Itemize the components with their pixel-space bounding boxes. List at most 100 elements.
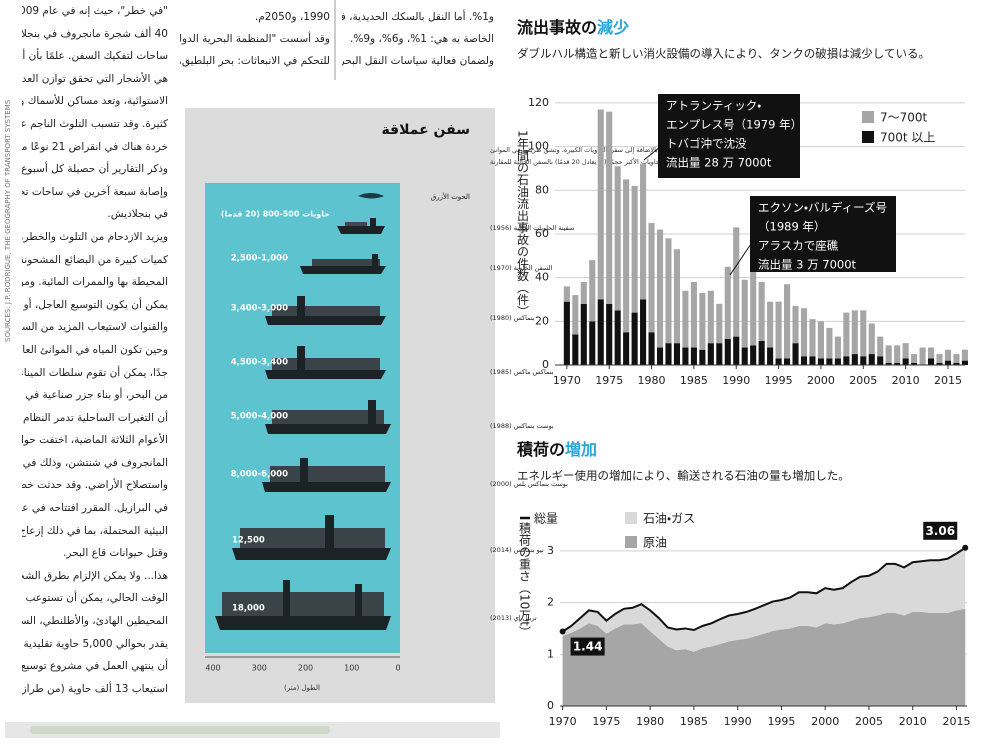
bar-segment [623,332,630,365]
bar-segment [800,308,808,357]
ship-capacity: حاويات 500-800 (20 قدما) [221,210,330,219]
bar-segment [673,249,681,344]
bar-segment [597,109,604,300]
text-line: ويزيد الازدحام من التلوث والخطر، حيث تنق… [22,230,168,243]
x-tick-label: 1970 [553,374,581,387]
ship-bridge [325,515,334,548]
bar-segment [750,268,757,346]
annotation-text: （1989 年） [758,220,825,234]
y-tick-label: 2 [547,596,554,609]
ship-cargo [312,259,380,266]
bar-segment [614,310,621,365]
annotation-text: 流出量 28 万 7000t [666,156,772,170]
text-line: هي الأشجار التي تحقق توازن العديد من الس… [22,72,168,85]
text-line: الوقت الحالي، يمكن أن تستوعب قناة بنما، … [22,592,168,605]
value-label-box [570,637,605,656]
bar-segment [800,356,808,365]
end-point [559,628,566,635]
ship-axis-ticks: 400 300 200 100 0 [205,664,400,673]
bar-segment [961,349,968,361]
ship-capacity: 8,000-6,000 [231,470,288,480]
ship-bridge [355,584,362,616]
value-label: 1.44 [573,640,603,654]
bar-segment [885,345,892,363]
x-tick-label: 1985 [680,374,708,387]
x-tick-label: 1970 [549,715,577,728]
chart-title-part: 積荷の [516,440,565,459]
bar-segment [826,327,833,359]
x-tick-label: 1995 [765,374,793,387]
bar-segment [792,343,799,365]
x-tick-label: 1985 [680,715,708,728]
ship-label: السفن الخلوية (1970) [490,264,553,272]
text-line: المانجروف في شنتشن، وذلك في أعقاب توسيع … [22,456,168,469]
ship-axis-tick: 100 [344,664,359,673]
bar-segment [784,358,791,365]
text-line: استيعاب 13 ألف حاوية (من طراز "نيو بنماك… [22,682,168,695]
text-line: وقد أسست "المنظمة البحرية الدولية" أربع … [180,33,330,45]
x-tick-label: 2015 [942,715,970,728]
bar-segment [580,282,587,304]
text-line: يقدر بحوالي 5,000 حاوية تقليدية فحسب، وم… [22,637,168,650]
bar-segment [792,306,799,344]
x-tick-label: 1980 [636,715,664,728]
annotation-text: アトランティック・ [666,99,761,113]
ship [337,226,385,234]
ship-capacity: 5,000-4,000 [231,412,288,422]
ships [215,218,391,630]
y-tick-label: 0 [542,358,549,371]
chart-subtitle: エネルギー使用の増加により、輸送される石油の量も増加した。 [517,469,850,483]
bar-segment [699,292,706,350]
x-tick-label: 2015 [934,374,962,387]
y-tick-label: 0 [547,699,554,712]
bar-segment [631,185,638,313]
article-column: "في خطر"، حيث إنه في عام 2009 فحسب تم قط… [22,0,168,710]
text-line: وإصابة سبعة آخرين في ساحات تحويل السفن إ… [22,185,168,198]
y-tick-label: 40 [535,271,549,284]
bar-segment [961,360,968,365]
bar-segment [716,303,723,344]
ship-label: بوست بنماكس بلس (2000) [490,480,568,488]
scrollbar-thumb[interactable] [30,726,330,734]
bar-segment [648,223,655,333]
whale-icon [358,193,384,199]
text-line: يمكن أن يكون التوسيع العاجل، أو بناء الم… [22,298,168,311]
text-line: كميات كبيرة من البضائع المشحونة على المو… [22,253,168,266]
ship-cargo [240,528,385,548]
bar-segment [817,321,824,359]
bar-segment [724,266,731,339]
chart-subtitle: ダブルハル構造と新しい消火設備の導入により、タンクの破損は減少している。 [517,47,930,61]
bar-segment [589,260,596,322]
text-line: للتحكم في الانبعاثات: بحر البلطيق، وبحر … [180,55,330,67]
ship-axis-tick: 400 [205,664,220,673]
x-tick-label: 1975 [592,715,620,728]
ship-capacity: 18,000 [232,604,265,614]
bar-segment [809,319,816,357]
text-line: خردة هناك في انقراض 21 نوعًا من الأسماك … [22,140,168,153]
ship-cargo [345,222,367,226]
bar-segment [631,312,638,365]
ship-cargo [270,466,385,482]
text-line: واستصلاح الأراضي. وقد حدثت خطة ميناء بير… [22,479,168,492]
y-tick-label: 120 [528,96,549,109]
bar-segment [733,227,740,337]
ship-cargo [272,306,380,316]
article-top-column: 1990، و2050م. وقد أسست "المنظمة البحرية ا… [180,6,330,72]
text-line: في البرازيل. المقرر افتتاحه في عام 2019.… [22,502,168,515]
bar-segment [750,345,757,365]
bar-segment [877,336,884,357]
bar-segment [911,362,918,365]
annotation-text: トバゴ沖で沈没 [666,137,747,151]
bar-segment [665,343,672,365]
ship-axis-tick: 0 [395,664,400,673]
ship-bridge [297,346,305,370]
bar-segment [894,345,901,363]
y-tick-label: 20 [535,314,549,327]
legend-label: 原油 [643,536,667,550]
bar-segment [902,358,909,365]
ship-bridge [370,218,376,226]
text-line: ساحات لتفكيك السفن. علمًا بأن أشجار الما… [22,50,168,63]
ship [265,370,386,379]
ship-bridge [297,296,305,316]
